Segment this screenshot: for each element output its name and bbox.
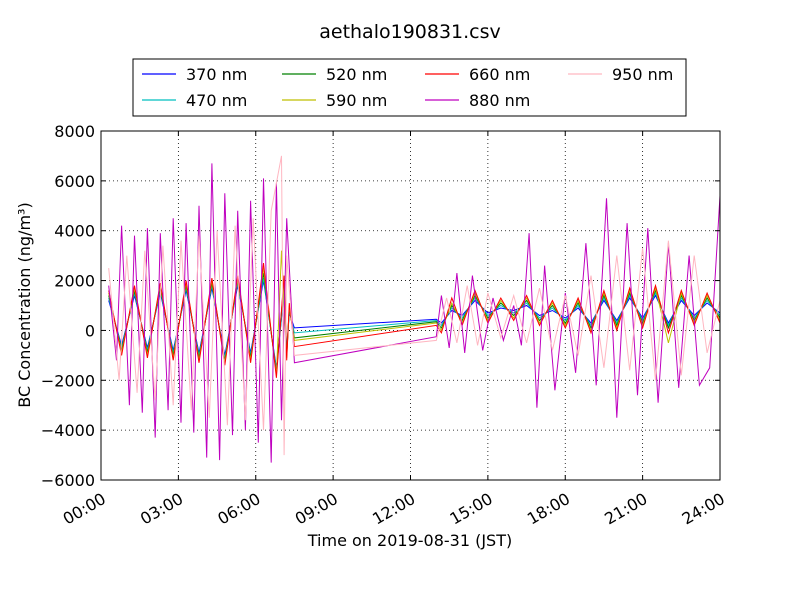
y-tick-label: −2000 bbox=[41, 371, 95, 390]
y-tick-label: 2000 bbox=[54, 272, 95, 291]
series-line-880-nm bbox=[108, 163, 720, 463]
legend-label: 950 nm bbox=[612, 65, 673, 84]
x-tick-label: 12:00 bbox=[369, 489, 418, 529]
legend-label: 470 nm bbox=[186, 91, 247, 110]
y-tick-label: 4000 bbox=[54, 222, 95, 241]
x-tick-label: 09:00 bbox=[292, 489, 341, 529]
x-tick-label: 03:00 bbox=[137, 489, 186, 529]
y-tick-label: −6000 bbox=[41, 471, 95, 490]
legend-label: 520 nm bbox=[326, 65, 387, 84]
x-tick-label: 18:00 bbox=[524, 489, 573, 529]
y-tick-label: 6000 bbox=[54, 172, 95, 191]
x-tick-label: 24:00 bbox=[679, 489, 728, 529]
legend-label: 880 nm bbox=[469, 91, 530, 110]
series-line-950-nm bbox=[108, 155, 720, 456]
chart-title: aethalo190831.csv bbox=[319, 21, 501, 43]
y-axis-title: BC Concentration (ng/m³) bbox=[15, 202, 34, 407]
legend: 370 nm 470 nm 520 nm 590 nm 660 nm 880 nm 950 … bbox=[132, 58, 687, 117]
y-tick-label: 0 bbox=[85, 321, 95, 340]
x-tick-label: 00:00 bbox=[60, 489, 109, 529]
x-axis-title: Time on 2019-08-31 (JST) bbox=[307, 531, 512, 550]
x-tick-label: 06:00 bbox=[214, 489, 263, 529]
legend-label: 590 nm bbox=[326, 91, 387, 110]
x-tick-label: 21:00 bbox=[601, 489, 650, 529]
y-tick-label: −4000 bbox=[41, 421, 95, 440]
y-tick-label: 8000 bbox=[54, 122, 95, 141]
legend-label: 370 nm bbox=[186, 65, 247, 84]
x-tick-label: 15:00 bbox=[446, 489, 495, 529]
series-lines bbox=[108, 155, 720, 463]
legend-label: 660 nm bbox=[469, 65, 530, 84]
legend-box bbox=[132, 58, 687, 117]
